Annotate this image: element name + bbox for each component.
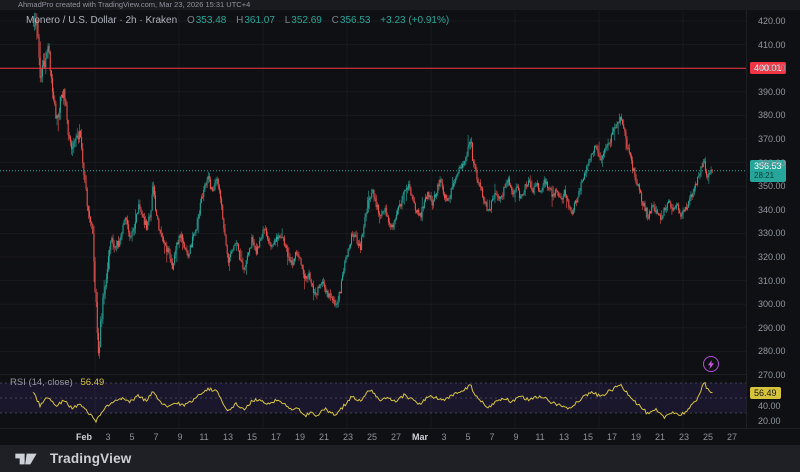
- price-tick-label: 410.00: [758, 40, 786, 50]
- time-tick-label: Feb: [76, 432, 92, 442]
- time-axis[interactable]: Feb 3 5 7 9 11 13 15 17 19 21 23 25 27 Mar 3 5 7 9 11 13 15 17…: [0, 428, 800, 445]
- rsi-params: (14, close): [28, 377, 72, 388]
- time-tick-label: 9: [177, 432, 182, 442]
- tradingview-logo-icon[interactable]: [13, 451, 43, 467]
- time-tick-label: 11: [199, 432, 208, 442]
- lightning-bolt-icon: [707, 360, 715, 369]
- price-tick-label: 420.00: [758, 16, 786, 26]
- time-tick-label: 27: [391, 432, 401, 442]
- time-tick-label: 19: [631, 432, 641, 442]
- price-tick-label: 300.00: [758, 299, 786, 309]
- rsi-legend: RSI (14, close) 56.49: [10, 377, 104, 388]
- price-tick-label: 380.00: [758, 110, 786, 120]
- price-tick-label: 290.00: [758, 323, 786, 333]
- close-value: 356.53: [340, 15, 371, 26]
- symbol-title[interactable]: Monero / U.S. Dollar · 2h · Kraken: [26, 15, 177, 26]
- price-tick-label: 400.00: [758, 63, 786, 73]
- price-tick-label: 280.00: [758, 346, 786, 356]
- time-tick-label: 25: [367, 432, 377, 442]
- bar-countdown: 28:21: [754, 171, 782, 181]
- time-tick-label: 3: [105, 432, 110, 442]
- time-tick-label: 13: [559, 432, 569, 442]
- pane-separator[interactable]: [0, 374, 800, 375]
- time-tick-label: 23: [343, 432, 353, 442]
- rsi-value: 56.49: [80, 377, 104, 388]
- time-tick-label: 21: [655, 432, 665, 442]
- time-tick-label: 15: [247, 432, 257, 442]
- tradingview-brand[interactable]: TradingView: [50, 451, 131, 466]
- rsi-tick-label: 20.00: [758, 416, 781, 426]
- price-axis[interactable]: 400.01 356.53 28:21 56.49 420.00410.0040…: [746, 10, 800, 428]
- price-tick-label: 320.00: [758, 252, 786, 262]
- tradingview-chart-window: AhmadPro created with TradingView.com, M…: [0, 0, 800, 472]
- time-tick-label: 23: [679, 432, 689, 442]
- high-label: H: [236, 15, 243, 26]
- high-value: 361.07: [244, 15, 275, 26]
- time-tick-label: 17: [271, 432, 281, 442]
- time-tick-label: 17: [607, 432, 617, 442]
- price-tick-label: 390.00: [758, 87, 786, 97]
- rsi-title[interactable]: RSI: [10, 377, 26, 388]
- open-label: O: [187, 15, 195, 26]
- open-value: 353.48: [196, 15, 227, 26]
- time-tick-label: 21: [319, 432, 329, 442]
- price-tick-label: 330.00: [758, 228, 786, 238]
- rsi-pane-canvas[interactable]: [0, 374, 746, 428]
- time-tick-label: Mar: [412, 432, 428, 442]
- watermark-text: AhmadPro created with TradingView.com, M…: [18, 0, 250, 9]
- time-tick-label: 7: [489, 432, 494, 442]
- change-value: +3.23 (+0.91%): [380, 15, 449, 26]
- close-label: C: [332, 15, 339, 26]
- symbol-legend: Monero / U.S. Dollar · 2h · Kraken O353.…: [26, 15, 449, 26]
- time-tick-label: 13: [223, 432, 233, 442]
- low-label: L: [285, 15, 291, 26]
- time-tick-label: 7: [153, 432, 158, 442]
- flash-alert-icon[interactable]: [703, 356, 719, 372]
- rsi-value-badge: 56.49: [750, 387, 781, 399]
- time-tick-label: 11: [535, 432, 544, 442]
- time-tick-label: 9: [513, 432, 518, 442]
- rsi-badge-value: 56.49: [754, 388, 777, 398]
- price-tick-label: 340.00: [758, 205, 786, 215]
- price-tick-label: 370.00: [758, 134, 786, 144]
- price-tick-label: 310.00: [758, 276, 786, 286]
- time-tick-label: 5: [465, 432, 470, 442]
- watermark-bar: AhmadPro created with TradingView.com, M…: [0, 0, 800, 10]
- time-tick-label: 19: [295, 432, 305, 442]
- time-tick-label: 3: [441, 432, 446, 442]
- footer-bar: TradingView: [0, 445, 800, 472]
- price-tick-label: 350.00: [758, 181, 786, 191]
- rsi-tick-label: 40.00: [758, 401, 781, 411]
- time-tick-label: 25: [703, 432, 713, 442]
- price-tick-label: 360.00: [758, 158, 786, 168]
- time-tick-label: 27: [727, 432, 737, 442]
- time-tick-label: 5: [129, 432, 134, 442]
- price-pane-canvas[interactable]: [0, 10, 746, 374]
- price-tick-label: 270.00: [758, 370, 786, 380]
- time-tick-label: 15: [583, 432, 593, 442]
- low-value: 352.69: [291, 15, 322, 26]
